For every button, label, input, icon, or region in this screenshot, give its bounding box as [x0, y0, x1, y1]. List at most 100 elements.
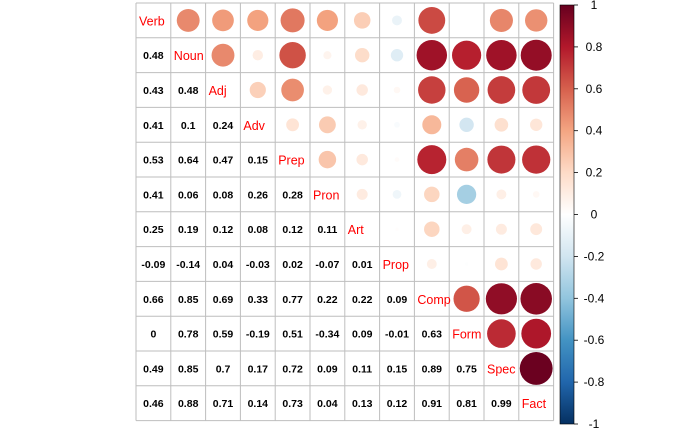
legend-tick-label: 0.2	[586, 166, 603, 180]
correlation-value: 0.89	[422, 363, 443, 375]
variable-label: Prop	[383, 258, 409, 272]
correlation-value: -0.14	[176, 259, 200, 271]
correlation-value: -0.07	[315, 259, 339, 271]
correlation-value: 0.41	[143, 189, 164, 201]
correlation-value: 0.19	[178, 224, 199, 236]
correlation-value: 0.33	[248, 294, 269, 306]
correlation-circle	[416, 39, 448, 71]
correlation-circle	[489, 8, 513, 32]
variable-label: Adv	[243, 119, 265, 133]
correlation-circle	[487, 319, 516, 348]
correlation-circle	[390, 49, 404, 62]
correlation-value: 0.81	[456, 398, 477, 410]
correlation-circle	[487, 76, 516, 104]
correlation-value: 0.69	[213, 294, 234, 306]
legend-tick-label: -0.4	[584, 291, 605, 305]
correlation-value: 0.77	[282, 294, 303, 306]
correlation-value: 0.08	[213, 189, 234, 201]
correlation-circle	[521, 318, 552, 349]
variable-label: Fact	[522, 397, 547, 411]
correlation-value: 0.09	[317, 363, 338, 375]
correlation-value: 0.02	[282, 259, 303, 271]
correlation-value: 0.11	[352, 363, 372, 375]
correlation-value: 0.15	[387, 363, 408, 375]
correlation-value: 0.13	[352, 398, 373, 410]
correlation-value: 0.46	[143, 398, 164, 410]
variable-label: Noun	[174, 49, 204, 63]
correlation-circle	[496, 189, 507, 200]
correlation-value: 0.26	[248, 189, 269, 201]
correlation-circle	[357, 120, 367, 130]
correlation-circle	[318, 150, 337, 169]
correlation-circle	[280, 8, 305, 33]
correlation-circle	[422, 115, 442, 135]
legend-tick-label: 0	[591, 208, 598, 222]
correlation-circle	[456, 184, 477, 205]
correlation-value: 0.25	[143, 224, 164, 236]
correlation-value: 0.28	[282, 189, 303, 201]
correlation-value: 0.01	[352, 259, 373, 271]
correlation-circle	[394, 157, 400, 162]
correlation-value: 0.12	[387, 398, 408, 410]
correlation-circle	[356, 84, 368, 96]
legend-tick-label: -1	[589, 417, 600, 431]
legend-tick-label: -0.6	[584, 333, 605, 347]
correlation-circle	[418, 6, 446, 34]
correlation-circle	[286, 118, 300, 132]
correlation-circle	[354, 47, 370, 63]
correlation-circle	[316, 9, 338, 31]
variable-label: Form	[452, 328, 481, 342]
variable-label: Verb	[139, 14, 165, 28]
correlation-circle	[392, 15, 402, 26]
correlation-value: 0.1	[181, 120, 196, 132]
correlation-circle	[495, 223, 507, 235]
variable-label: Art	[348, 223, 365, 237]
correlation-circle	[249, 81, 266, 99]
correlation-circle	[252, 49, 264, 61]
correlation-circle	[461, 224, 472, 235]
correlation-circle	[394, 121, 400, 128]
correlation-circle	[520, 39, 552, 71]
legend-tick-label: 1	[591, 0, 598, 12]
correlation-circle	[395, 227, 399, 231]
correlation-value: 0.22	[352, 294, 373, 306]
correlation-value: -0.09	[141, 259, 165, 271]
legend-tick-label: 0.8	[586, 40, 603, 54]
correlation-value: 0.73	[282, 398, 303, 410]
correlation-circle	[453, 77, 480, 103]
legend-tick-label: 0.4	[586, 124, 603, 138]
correlation-circle	[211, 43, 235, 67]
correlation-value: 0.75	[456, 363, 477, 375]
correlation-circle	[426, 259, 437, 269]
legend-tick-label: -0.8	[584, 375, 605, 389]
correlation-circle	[524, 9, 548, 32]
correlation-value: 0.99	[491, 398, 512, 410]
correlation-value: 0.04	[213, 259, 234, 271]
correlation-circle	[356, 153, 368, 166]
correlation-value: 0.49	[143, 363, 164, 375]
color-legend-ticks: 1 0.8 0.6 0.4 0.2 0 -0.2 -0.4 -0.6 -0.8 -1	[574, 0, 605, 431]
correlation-circle	[530, 258, 542, 270]
correlation-circle	[247, 9, 269, 31]
correlation-circle	[212, 9, 234, 32]
correlation-value: 0.59	[213, 329, 234, 341]
correlation-circle	[464, 262, 469, 266]
correlation-circle	[418, 76, 446, 104]
correlation-circle	[453, 285, 480, 312]
correlation-value: 0.12	[282, 224, 303, 236]
correlation-value: 0.47	[213, 155, 234, 167]
correlation-value: 0.66	[143, 294, 164, 306]
correlation-circle	[424, 221, 440, 237]
correlation-circle	[530, 118, 543, 131]
correlation-circle	[318, 116, 336, 134]
correlation-circle	[485, 283, 517, 315]
correlation-circle	[452, 40, 482, 70]
correlation-circle	[459, 117, 474, 133]
variable-label: Spec	[487, 362, 516, 376]
variable-label: Comp	[417, 293, 450, 307]
correlation-circle	[532, 191, 540, 198]
correlation-circle	[393, 86, 401, 94]
correlation-value: 0	[150, 329, 156, 341]
correlation-value: 0.48	[178, 85, 199, 97]
